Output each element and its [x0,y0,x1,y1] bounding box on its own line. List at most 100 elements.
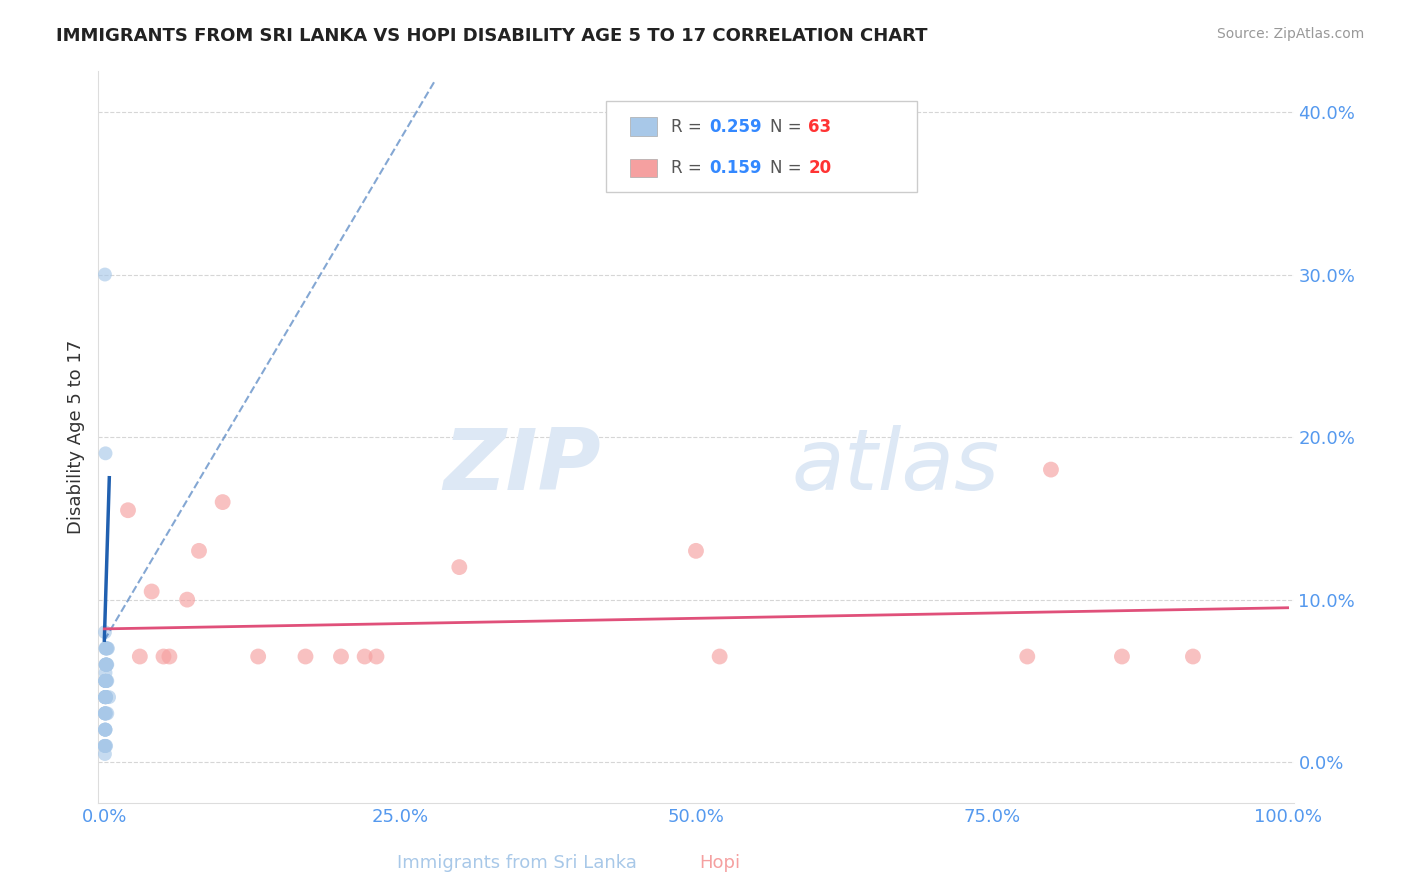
Point [94,641,117,656]
Text: atlas: atlas [792,425,1000,508]
Text: N =: N = [770,160,807,178]
Point [94,690,117,705]
Point [152,649,174,664]
Point [94,690,117,705]
Point [94,690,117,705]
Point [117,503,139,517]
Point [94,723,117,737]
Point [94,673,117,688]
Point [94,268,117,282]
Point [94,706,117,721]
Point [94,641,117,656]
Point [211,495,233,509]
Point [94,657,117,672]
Point [96,706,118,721]
Point [94,739,117,753]
Point [94,625,117,640]
Point [94,446,117,460]
Point [94,673,117,688]
Point [128,649,150,664]
Point [94,706,117,721]
FancyBboxPatch shape [630,118,657,136]
Point [1181,649,1204,664]
Point [94,690,117,705]
Point [94,657,117,672]
Text: Immigrants from Sri Lanka: Immigrants from Sri Lanka [396,854,637,872]
Point [1039,462,1062,476]
FancyBboxPatch shape [630,159,657,178]
Text: Source: ZipAtlas.com: Source: ZipAtlas.com [1216,27,1364,41]
Point [94,706,117,721]
Point [96,673,118,688]
Point [96,657,118,672]
Point [94,641,117,656]
Point [366,649,388,664]
Point [96,657,118,672]
Point [94,690,117,705]
Point [685,544,707,558]
Point [93,739,115,753]
Point [94,739,117,753]
Point [94,706,117,721]
Point [94,657,117,672]
Point [330,649,353,664]
Text: R =: R = [671,118,707,136]
Point [247,649,270,664]
Point [94,690,117,705]
Point [709,649,731,664]
Point [94,723,117,737]
Point [94,673,117,688]
Point [94,665,117,680]
Y-axis label: Disability Age 5 to 17: Disability Age 5 to 17 [66,340,84,534]
Point [141,584,163,599]
Point [93,739,115,753]
Point [157,649,180,664]
Text: ZIP: ZIP [443,425,600,508]
Point [94,723,117,737]
Point [94,657,117,672]
Point [94,747,117,761]
Point [94,657,117,672]
Point [94,673,117,688]
Text: R =: R = [671,160,707,178]
Text: 63: 63 [808,118,831,136]
Point [94,673,117,688]
Point [94,690,117,705]
Point [96,641,118,656]
Point [1111,649,1133,664]
Point [96,657,118,672]
Point [94,690,117,705]
Point [94,690,117,705]
Point [94,723,117,737]
Text: N =: N = [770,118,807,136]
Point [188,544,211,558]
Point [94,673,117,688]
Point [96,673,118,688]
Point [94,706,117,721]
Point [94,641,117,656]
Text: IMMIGRANTS FROM SRI LANKA VS HOPI DISABILITY AGE 5 TO 17 CORRELATION CHART: IMMIGRANTS FROM SRI LANKA VS HOPI DISABI… [56,27,928,45]
Point [96,641,118,656]
Text: 0.159: 0.159 [709,160,762,178]
Point [94,690,117,705]
Point [449,560,471,574]
Point [97,641,120,656]
Point [1017,649,1039,664]
Point [94,657,117,672]
Point [294,649,316,664]
Text: Hopi: Hopi [699,854,741,872]
Point [94,706,117,721]
Point [94,739,117,753]
Text: 0.259: 0.259 [709,118,762,136]
Point [94,673,117,688]
Point [94,690,117,705]
Point [353,649,375,664]
Point [98,690,121,705]
Point [94,723,117,737]
Point [94,673,117,688]
Point [94,657,117,672]
Point [176,592,198,607]
FancyBboxPatch shape [606,101,917,192]
Point [94,673,117,688]
Point [94,690,117,705]
